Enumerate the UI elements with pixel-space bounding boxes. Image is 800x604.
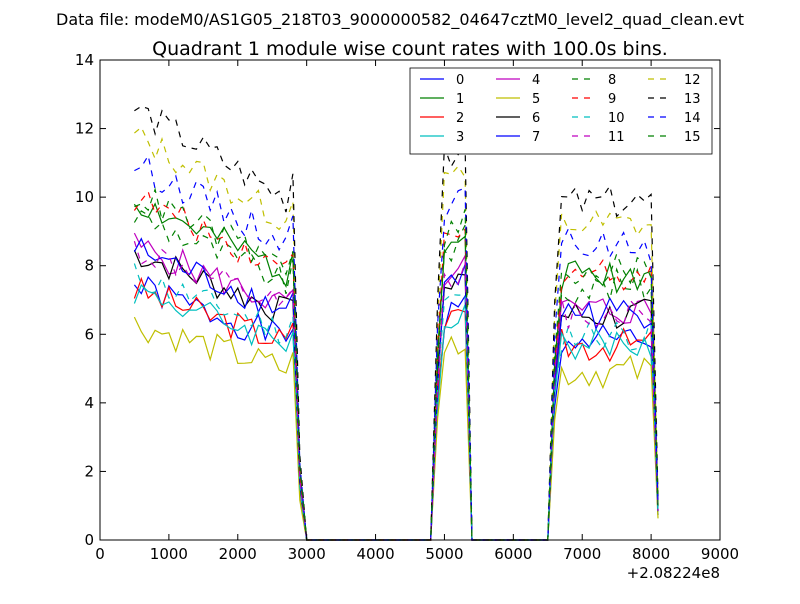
y-tick-label: 10 [75,188,94,206]
series-line-2 [133,276,659,541]
x-tick-label: 6000 [494,545,532,563]
legend-label-5: 5 [532,92,540,107]
x-tick-label: 2000 [219,545,257,563]
series-line-13 [134,105,659,541]
legend-label-1: 1 [456,92,464,107]
legend-label-9: 9 [608,92,616,107]
y-tick-label: 0 [84,531,94,549]
x-tick-label: 5000 [425,545,463,563]
legend-label-2: 2 [456,111,464,126]
legend-label-7: 7 [532,130,540,145]
legend-label-14: 14 [684,111,701,126]
x-tick-label: 0 [95,545,105,563]
y-tick-label: 14 [75,51,94,69]
series-line-1 [133,202,659,541]
legend-label-11: 11 [608,130,625,145]
series-layer [133,105,659,541]
series-line-15 [134,187,659,541]
chart-suptitle: Data file: modeM0/AS1G05_218T03_90000005… [56,10,744,30]
legend-label-6: 6 [532,111,540,126]
legend-label-4: 4 [532,73,540,88]
x-tick-label: 7000 [563,545,601,563]
y-tick-label: 2 [84,462,94,480]
ticks-layer: 0 1000 2000 3000 4000 5000 6000 7000 8000 9000 0 2 4… [75,51,739,563]
series-line-4 [133,232,659,541]
x-tick-label: 1000 [150,545,188,563]
series-line-9 [133,190,659,541]
legend-label-12: 12 [684,73,701,88]
legend-label-8: 8 [608,73,616,88]
y-tick-label: 12 [75,120,94,138]
legend-label-13: 13 [684,92,701,107]
legend-label-10: 10 [608,111,625,126]
plot-frame [99,59,721,541]
y-tick-label: 4 [84,394,94,412]
y-tick-label: 8 [84,257,94,275]
legend-label-3: 3 [456,130,464,145]
series-line-0 [133,275,659,541]
series-line-12 [134,126,659,541]
y-tick-label: 6 [84,325,94,343]
x-tick-label: 8000 [632,545,670,563]
x-tick-label: 9000 [701,545,739,563]
x-tick-label: 3000 [288,545,326,563]
series-line-3 [133,283,659,541]
series-line-6 [133,249,659,541]
legend-frame [409,67,713,155]
x-offset-label: +2.08224e8 [627,564,720,582]
series-line-14 [134,154,659,541]
legend-label-0: 0 [456,73,464,88]
chart-title: Quadrant 1 module wise count rates with … [152,38,668,60]
x-tick-label: 4000 [356,545,394,563]
legend-label-15: 15 [684,130,701,145]
